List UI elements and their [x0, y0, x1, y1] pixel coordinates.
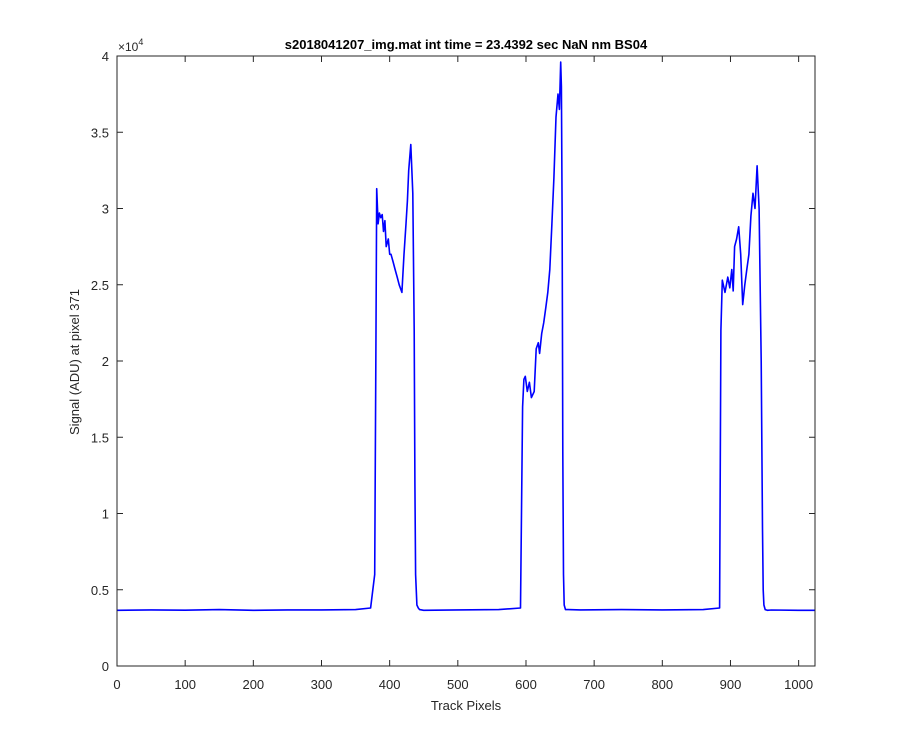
y-tick-label: 3.5: [91, 125, 109, 140]
x-tick-label: 500: [447, 677, 469, 692]
x-tick-label: 900: [720, 677, 742, 692]
y-tick-label: 3: [102, 202, 109, 217]
axis-tick-labels: 0 100 200 300 400 500 600 700 800 900 1000 0 0.5 1 1.5…: [91, 49, 813, 692]
svg-text:×104: ×104: [118, 37, 143, 54]
y-tick-label: 1: [102, 507, 109, 522]
y-tick-label: 0: [102, 659, 109, 674]
y-axis-exponent: ×104: [118, 37, 143, 54]
x-tick-label: 400: [379, 677, 401, 692]
y-tick-label: 0.5: [91, 583, 109, 598]
x-tick-label: 1000: [784, 677, 813, 692]
plot-area-frame: [116, 55, 816, 667]
y-axis-label: Signal (ADU) at pixel 371: [67, 289, 82, 435]
x-tick-label: 300: [311, 677, 333, 692]
x-tick-label: 200: [242, 677, 264, 692]
x-tick-label: 600: [515, 677, 537, 692]
y-tick-label: 2: [102, 354, 109, 369]
x-axis-label: Track Pixels: [431, 698, 502, 713]
axis-ticks: [116, 55, 815, 667]
y-tick-label: 2.5: [91, 278, 109, 293]
series-line: [116, 61, 815, 612]
x-tick-label: 0: [113, 677, 120, 692]
x-tick-label: 700: [583, 677, 605, 692]
x-tick-label: 100: [174, 677, 196, 692]
chart-title: s2018041207_img.mat int time = 23.4392 s…: [285, 37, 648, 52]
y-exponent-power: 4: [138, 37, 143, 47]
y-tick-label: 4: [102, 49, 109, 64]
y-exponent-base: ×10: [118, 40, 139, 54]
y-tick-label: 1.5: [91, 430, 109, 445]
x-tick-label: 800: [651, 677, 673, 692]
